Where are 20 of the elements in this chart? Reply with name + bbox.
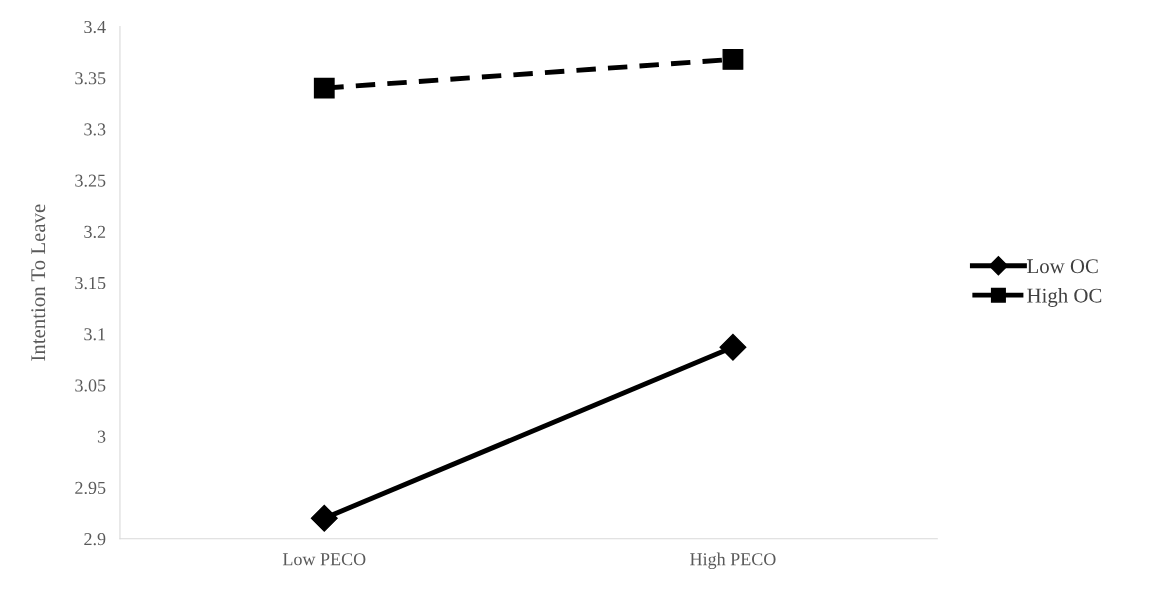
y-axis-title: Intention To Leave (31, 204, 46, 361)
legend-label: Low OC (1027, 259, 1098, 274)
y-tick-label: 2.95 (75, 481, 106, 495)
y-tick-label: 3.2 (84, 225, 106, 238)
y-tick-label: 3.3 (84, 123, 106, 136)
x-tick-label: High PECO (690, 552, 776, 570)
y-tick-label: 3.05 (75, 379, 106, 392)
y-tick-label: 2.9 (84, 533, 106, 546)
point (313, 77, 335, 99)
point (310, 504, 338, 532)
point (722, 48, 744, 70)
legend-label: High OC (1027, 287, 1102, 307)
x-tick-label: Low PECO (282, 553, 366, 566)
y-tick-label: 3.1 (84, 328, 105, 341)
y-tick-label: 3.25 (75, 174, 106, 187)
point (719, 333, 747, 361)
y-tick-label: 3 (97, 430, 106, 443)
y-tick-label: 3.4 (84, 20, 106, 34)
y-tick-label: 3.15 (75, 276, 106, 290)
y-tick-label: 3.35 (75, 72, 106, 85)
